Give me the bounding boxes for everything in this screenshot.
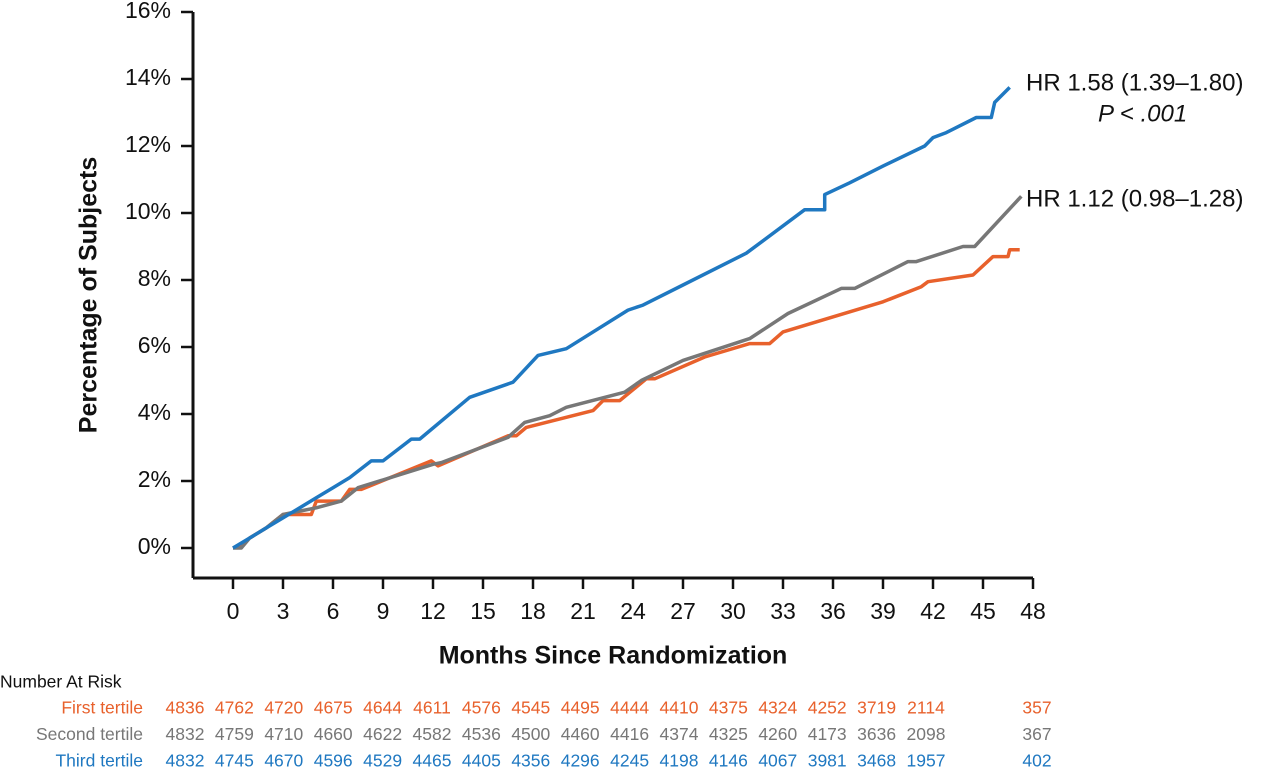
at-risk-count: 4576 xyxy=(462,698,501,718)
series-line xyxy=(232,248,1020,550)
x-tick-label: 21 xyxy=(570,598,596,624)
at-risk-count: 367 xyxy=(1022,724,1051,744)
at-risk-count: 4545 xyxy=(511,698,550,718)
x-tick-label: 12 xyxy=(420,598,446,624)
at-risk-count: 4832 xyxy=(166,724,205,744)
y-tick-label: 4% xyxy=(138,399,171,425)
y-tick-label: 12% xyxy=(125,131,171,157)
x-tick-label: 42 xyxy=(920,598,946,624)
y-tick-label: 10% xyxy=(125,198,171,224)
at-risk-count: 4670 xyxy=(264,751,303,770)
x-tick-label: 33 xyxy=(770,598,796,624)
x-tick-label: 18 xyxy=(520,598,546,624)
at-risk-count: 4500 xyxy=(511,724,550,744)
at-risk-count: 4720 xyxy=(264,698,303,718)
at-risk-label: Third tertile xyxy=(55,751,143,770)
at-risk-count: 4405 xyxy=(462,751,501,770)
at-risk-count: 4296 xyxy=(561,751,600,770)
at-risk-count: 4245 xyxy=(610,751,649,770)
at-risk-count: 3981 xyxy=(808,751,847,770)
at-risk-count: 4832 xyxy=(166,751,205,770)
x-tick-label: 9 xyxy=(377,598,390,624)
annotation: P < .001 xyxy=(1098,100,1187,127)
series-line xyxy=(232,86,1011,550)
at-risk-count: 402 xyxy=(1022,751,1051,770)
at-risk-count: 4324 xyxy=(758,698,797,718)
at-risk-count: 4260 xyxy=(758,724,797,744)
at-risk-count: 4460 xyxy=(561,724,600,744)
x-tick-label: 6 xyxy=(327,598,340,624)
at-risk-count: 4252 xyxy=(808,698,847,718)
at-risk-count: 3636 xyxy=(857,724,896,744)
at-risk-count: 357 xyxy=(1022,698,1051,718)
at-risk-count: 1957 xyxy=(907,751,946,770)
at-risk-count: 4529 xyxy=(363,751,402,770)
at-risk-count: 4067 xyxy=(758,751,797,770)
at-risk-count: 4675 xyxy=(314,698,353,718)
at-risk-count: 2098 xyxy=(907,724,946,744)
at-risk-count: 4410 xyxy=(660,698,699,718)
at-risk-count: 4762 xyxy=(215,698,254,718)
at-risk-count: 4173 xyxy=(808,724,847,744)
x-tick-label: 15 xyxy=(470,598,496,624)
at-risk-count: 4596 xyxy=(314,751,353,770)
at-risk-label: Second tertile xyxy=(36,724,143,744)
at-risk-count: 4611 xyxy=(413,698,451,718)
at-risk-count: 4710 xyxy=(264,724,303,744)
x-tick-label: 3 xyxy=(277,598,290,624)
annotation: HR 1.58 (1.39–1.80) xyxy=(1026,69,1243,96)
y-tick-label: 8% xyxy=(138,265,171,291)
at-risk-count: 2114 xyxy=(907,698,945,718)
at-risk-count: 4660 xyxy=(314,724,353,744)
at-risk-title: Number At Risk xyxy=(0,672,122,692)
x-tick-label: 48 xyxy=(1020,598,1046,624)
y-tick-label: 2% xyxy=(138,466,171,492)
at-risk-count: 4536 xyxy=(462,724,501,744)
at-risk-count: 4622 xyxy=(363,724,402,744)
at-risk-count: 4146 xyxy=(709,751,748,770)
series-line xyxy=(233,195,1023,550)
x-tick-label: 0 xyxy=(227,598,240,624)
at-risk-count: 3719 xyxy=(857,698,896,718)
at-risk-count: 4495 xyxy=(561,698,600,718)
at-risk-count: 3468 xyxy=(857,751,896,770)
at-risk-count: 4745 xyxy=(215,751,254,770)
at-risk-count: 4374 xyxy=(660,724,699,744)
at-risk-count: 4375 xyxy=(709,698,748,718)
y-axis-title: Percentage of Subjects xyxy=(75,157,103,433)
y-tick-label: 14% xyxy=(125,64,171,90)
at-risk-count: 4356 xyxy=(511,751,550,770)
at-risk-count: 4465 xyxy=(413,751,452,770)
at-risk-count: 4444 xyxy=(610,698,649,718)
at-risk-count: 4836 xyxy=(166,698,205,718)
x-tick-label: 36 xyxy=(820,598,846,624)
y-tick-label: 0% xyxy=(138,533,171,559)
y-tick-label: 6% xyxy=(138,332,171,358)
at-risk-count: 4198 xyxy=(660,751,699,770)
x-tick-label: 45 xyxy=(970,598,996,624)
at-risk-count: 4325 xyxy=(709,724,748,744)
x-axis-title: Months Since Randomization xyxy=(439,642,788,670)
annotation: HR 1.12 (0.98–1.28) xyxy=(1026,185,1243,212)
x-tick-label: 24 xyxy=(620,598,646,624)
at-risk-count: 4582 xyxy=(413,724,452,744)
y-tick-label: 16% xyxy=(125,0,171,23)
at-risk-count: 4759 xyxy=(215,724,254,744)
at-risk-count: 4416 xyxy=(610,724,649,744)
x-tick-label: 27 xyxy=(670,598,696,624)
x-tick-label: 39 xyxy=(870,598,896,624)
at-risk-label: First tertile xyxy=(61,698,143,718)
x-tick-label: 30 xyxy=(720,598,746,624)
at-risk-count: 4644 xyxy=(363,698,402,718)
